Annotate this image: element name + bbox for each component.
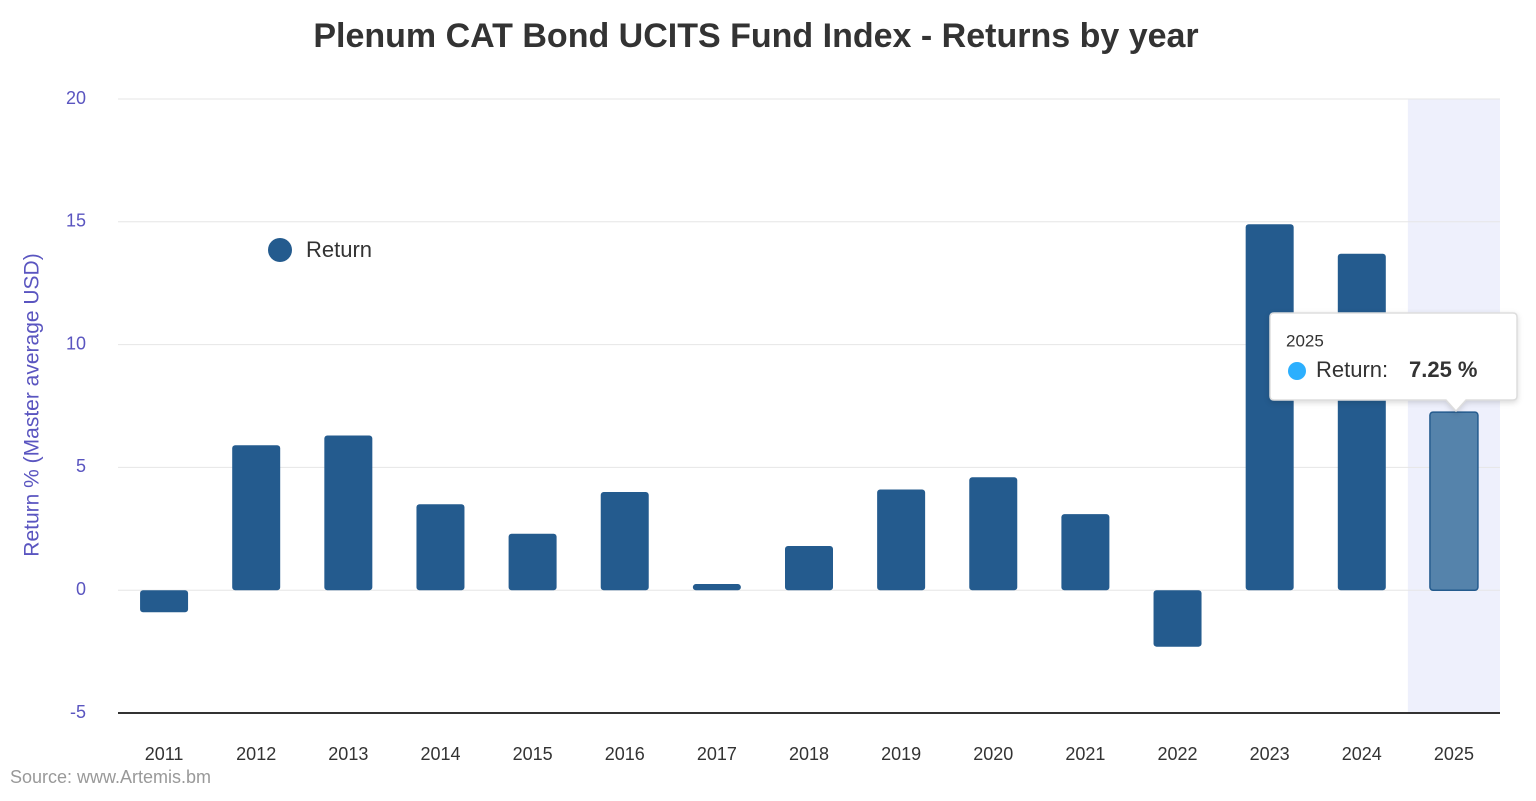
y-tick-label: 5: [76, 456, 86, 476]
x-tick-label: 2014: [420, 744, 460, 764]
x-tick-label: 2024: [1342, 744, 1382, 764]
x-tick-label: 2020: [973, 744, 1013, 764]
bar: [877, 489, 926, 591]
legend-label: Return: [306, 237, 372, 262]
chart-title: Plenum CAT Bond UCITS Fund Index - Retur…: [313, 17, 1198, 55]
x-tick-label: 2016: [605, 744, 645, 764]
y-tick-label: 0: [76, 579, 86, 599]
bar: [969, 477, 1018, 591]
bar: [232, 445, 281, 591]
x-tick-label: 2011: [145, 744, 184, 764]
tooltip: 2025 Return: 7.25 %: [1269, 312, 1518, 413]
tooltip-label: Return:: [1316, 357, 1388, 382]
bar: [692, 584, 741, 591]
tooltip-value: 7.25 %: [1409, 357, 1478, 382]
x-tick-label: 2022: [1158, 744, 1198, 764]
x-tick-label: 2025: [1434, 744, 1474, 764]
x-tick-label: 2019: [881, 744, 921, 764]
x-tick-label: 2023: [1250, 744, 1290, 764]
x-tick-label: 2021: [1065, 744, 1105, 764]
tooltip-category: 2025: [1286, 331, 1324, 350]
tooltip-box: [1269, 312, 1518, 413]
bar: [1429, 411, 1479, 591]
y-axis-title: Return % (Master average USD): [21, 253, 44, 556]
x-tick-label: 2015: [513, 744, 553, 764]
y-tick-label: 10: [66, 333, 86, 353]
bar: [324, 435, 373, 591]
x-tick-label: 2017: [697, 744, 737, 764]
bar: [1337, 253, 1386, 591]
bar: [785, 545, 833, 591]
y-tick-label: 15: [66, 211, 86, 231]
bar: [140, 590, 189, 613]
x-tick-label: 2012: [236, 744, 276, 764]
bar: [1153, 590, 1202, 647]
legend-marker: [268, 238, 292, 262]
x-tick-label: 2018: [789, 744, 829, 764]
tooltip-marker: [1288, 362, 1306, 380]
y-tick-label: -5: [70, 702, 86, 722]
bar: [1061, 514, 1110, 591]
bar: [508, 533, 557, 591]
bar: [1245, 224, 1294, 591]
x-tick-label: 2013: [328, 744, 368, 764]
source: Source: www.Artemis.bm: [10, 767, 211, 787]
y-tick-label: 20: [66, 88, 86, 108]
bar: [416, 504, 465, 591]
bar: [600, 491, 649, 591]
